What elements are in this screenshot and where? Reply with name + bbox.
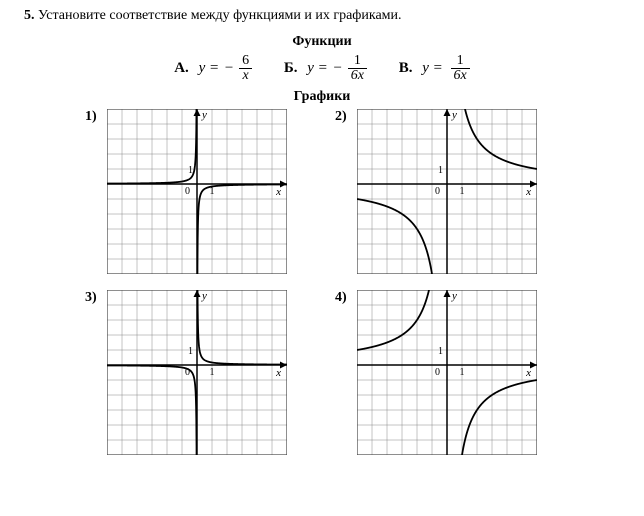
svg-text:1: 1 bbox=[438, 346, 443, 357]
function-a-letter: А. bbox=[174, 60, 189, 76]
function-b-num: 1 bbox=[348, 54, 367, 69]
svg-text:y: y bbox=[451, 290, 457, 302]
graph-label-4: 4) bbox=[335, 290, 347, 306]
svg-text:0: 0 bbox=[185, 186, 190, 197]
function-a: А. y = − 6 x bbox=[174, 54, 252, 83]
function-a-sign: − bbox=[225, 60, 233, 76]
graph-svg-4: 0 1 1 x y bbox=[357, 290, 537, 455]
function-a-num: 6 bbox=[239, 54, 252, 69]
function-b: Б. y = − 1 6x bbox=[284, 54, 367, 83]
function-c-den: 6x bbox=[454, 68, 467, 83]
graph-cell-1: 1) 011xy bbox=[107, 109, 287, 274]
graph-svg-3: 011xy bbox=[107, 290, 287, 455]
function-a-lhs: y bbox=[199, 60, 206, 76]
svg-text:0: 0 bbox=[435, 367, 440, 378]
svg-text:1: 1 bbox=[210, 367, 215, 378]
graph-label-3: 3) bbox=[85, 290, 97, 306]
svg-text:1: 1 bbox=[460, 367, 465, 378]
graph-label-1: 1) bbox=[85, 109, 97, 125]
function-c-letter: В. bbox=[399, 60, 413, 76]
svg-text:x: x bbox=[525, 186, 531, 198]
function-b-letter: Б. bbox=[284, 60, 298, 76]
function-a-den: x bbox=[242, 68, 248, 83]
svg-text:0: 0 bbox=[435, 186, 440, 197]
function-b-frac: 1 6x bbox=[348, 54, 367, 83]
functions-heading: Функции bbox=[24, 34, 620, 50]
graphs-container: 1) 0 1 1 x y 2) 0 1 1 x y 3) 0 1 1 x y 4) 0 1 1 x y bbox=[24, 109, 620, 455]
task-text: Установите соответствие между функциями … bbox=[38, 8, 402, 23]
graph-row-1: 1) 0 1 1 x y 2) 0 1 1 x y bbox=[24, 109, 620, 274]
svg-text:y: y bbox=[201, 109, 207, 121]
function-b-sign: − bbox=[334, 60, 342, 76]
svg-text:1: 1 bbox=[188, 346, 193, 357]
function-c: В. y = 1 6x bbox=[399, 54, 470, 83]
svg-text:1: 1 bbox=[438, 165, 443, 176]
graph-svg-1: 011xy bbox=[107, 109, 287, 274]
functions-row: А. y = − 6 x Б. y = − 1 6x В. y = bbox=[24, 54, 620, 83]
function-b-den: 6x bbox=[351, 68, 364, 83]
graph-svg-2: 0 1 1 x y bbox=[357, 109, 537, 274]
function-c-lhs: y bbox=[422, 60, 429, 76]
svg-text:x: x bbox=[275, 367, 281, 379]
svg-text:y: y bbox=[201, 290, 207, 302]
graph-label-2: 2) bbox=[335, 109, 347, 125]
function-a-frac: 6 x bbox=[239, 54, 252, 83]
svg-text:1: 1 bbox=[460, 186, 465, 197]
task-number: 5. bbox=[24, 8, 35, 23]
graph-cell-3: 3) 011xy bbox=[107, 290, 287, 455]
graph-row-2: 3) 0 1 1 x y 4) 0 1 1 x y bbox=[24, 290, 620, 455]
svg-text:x: x bbox=[275, 186, 281, 198]
svg-text:y: y bbox=[451, 109, 457, 121]
task-title: 5. Установите соответствие между функция… bbox=[24, 8, 620, 24]
function-b-lhs: y bbox=[307, 60, 314, 76]
page: 5. Установите соответствие между функция… bbox=[0, 0, 644, 479]
graphs-heading: Графики bbox=[24, 89, 620, 105]
graph-cell-4: 4) 011xy bbox=[357, 290, 537, 455]
graph-cell-2: 2) 011xy bbox=[357, 109, 537, 274]
function-c-frac: 1 6x bbox=[451, 54, 470, 83]
function-c-num: 1 bbox=[451, 54, 470, 69]
svg-text:x: x bbox=[525, 367, 531, 379]
